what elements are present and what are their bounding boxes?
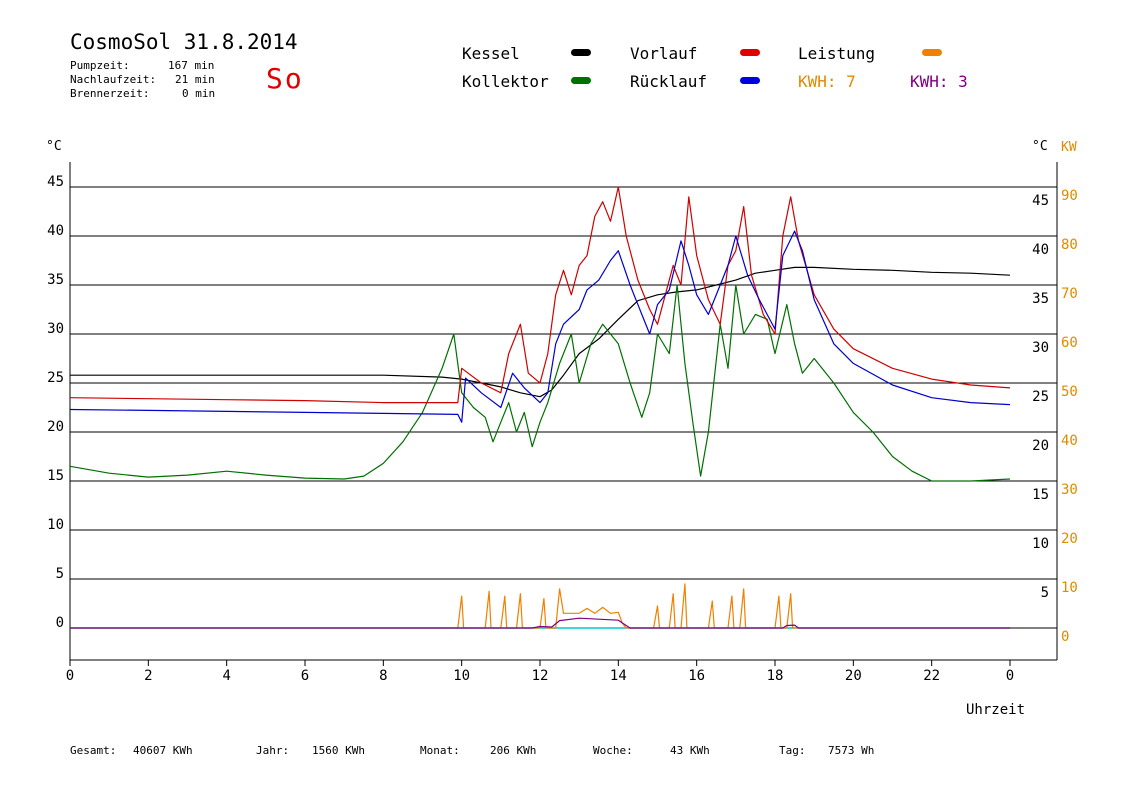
x-tick-label: 8	[379, 668, 387, 684]
legend-ruecklauf-swatch	[740, 77, 760, 84]
pumpzeit-value: 167 min	[168, 59, 215, 72]
y-tick-label-left: 5	[56, 566, 64, 582]
kw-tick-label: 10	[1061, 580, 1078, 596]
x-tick-label: 0	[66, 668, 74, 684]
y-tick-label-right: 35	[1032, 291, 1049, 307]
y-tick-label-left: 25	[47, 370, 64, 386]
legend-leistung-label: Leistung	[798, 44, 876, 63]
legend-vorlauf-label: Vorlauf	[630, 44, 698, 63]
legend-kollektor-label: Kollektor	[462, 72, 549, 91]
kw-tick-label: 90	[1061, 188, 1078, 204]
kw-tick-label: 50	[1061, 384, 1078, 400]
tick-labels: 0 2 4 6 8 10 12 14 16 18 20 22 005101520253035404551…	[47, 174, 1078, 684]
y-tick-label-right: 20	[1032, 438, 1049, 454]
y-tick-label-right: 5	[1041, 585, 1049, 601]
x-tick-label: 16	[688, 668, 705, 684]
footer-gesamt-value: 40607 KWh	[133, 744, 193, 757]
kw-tick-label: 0	[1061, 629, 1069, 645]
x-tick-label: 14	[610, 668, 627, 684]
kw-tick-label: 40	[1061, 433, 1078, 449]
y-tick-label-left: 40	[47, 223, 64, 239]
footer-tag-value: 7573 Wh	[828, 744, 875, 757]
y-tick-label-left: 10	[47, 517, 64, 533]
right-axis-unit: °C	[1032, 139, 1048, 154]
footer-jahr-value: 1560 KWh	[312, 744, 365, 757]
brennerzeit-value: 0 min	[182, 87, 216, 100]
x-tick-label: 2	[144, 668, 152, 684]
legend-kessel-swatch	[571, 49, 591, 56]
y-tick-label-left: 20	[47, 419, 64, 435]
kw-tick-label: 30	[1061, 482, 1078, 498]
kw-tick-label: 70	[1061, 286, 1078, 302]
legend-leistung-swatch	[922, 49, 942, 56]
grid-lines	[70, 186, 1057, 629]
x-axis-label: Uhrzeit	[966, 702, 1026, 718]
series-line-kollektor	[69, 284, 1011, 482]
y-tick-label-right: 10	[1032, 536, 1049, 552]
legend-kwh-orange: KWH: 7	[798, 72, 856, 91]
kw-tick-label: 60	[1061, 335, 1078, 351]
footer-jahr-label: Jahr:	[256, 744, 290, 757]
x-tick-label: 4	[222, 668, 230, 684]
footer-monat-label: Monat:	[420, 744, 460, 757]
series-line-kessel	[70, 266, 1011, 398]
legend-kollektor-swatch	[571, 77, 591, 84]
legend-vorlauf-swatch	[740, 49, 760, 56]
legend-kwh-purple: KWH: 3	[910, 72, 968, 91]
y-tick-label-left: 15	[47, 468, 64, 484]
y-tick-label-right: 25	[1032, 389, 1049, 405]
x-tick-label: 0	[1006, 668, 1014, 684]
kw-tick-label: 80	[1061, 237, 1078, 253]
pumpzeit-label: Pumpzeit:	[70, 59, 130, 72]
brennerzeit-label: Brennerzeit:	[70, 87, 150, 100]
kw-tick-label: 20	[1061, 531, 1078, 547]
chart-title: CosmoSol 31.8.2014	[70, 30, 298, 54]
legend-ruecklauf-label: Rücklauf	[630, 72, 708, 91]
x-tick-label: 6	[301, 668, 309, 684]
footer-woche-value: 43 KWh	[670, 744, 710, 757]
x-tick-label: 20	[845, 668, 862, 684]
weekday-label: So	[266, 62, 304, 95]
y-tick-label-right: 15	[1032, 487, 1049, 503]
series-lines	[69, 186, 1011, 629]
x-tick-label: 10	[453, 668, 470, 684]
footer-gesamt-label: Gesamt:	[70, 744, 117, 757]
nachlaufzeit-label: Nachlaufzeit:	[70, 73, 157, 86]
axes-lines	[69, 162, 1058, 666]
x-tick-label: 22	[923, 668, 940, 684]
series-line-r-cklauf	[69, 230, 1011, 423]
y-tick-label-left: 35	[47, 272, 64, 288]
kw-axis-unit: KW	[1061, 140, 1077, 155]
left-axis-unit: °C	[46, 139, 62, 154]
series-line-leistung	[70, 583, 1010, 629]
series-line-kwh-3	[70, 617, 1010, 629]
y-tick-label-right: 30	[1032, 340, 1049, 356]
y-tick-label-right: 45	[1032, 193, 1049, 209]
series-line-vorlauf	[69, 186, 1011, 404]
footer-tag-label: Tag:	[779, 744, 806, 757]
legend-kessel-label: Kessel	[462, 44, 520, 63]
x-tick-label: 18	[767, 668, 784, 684]
x-tick-label: 12	[532, 668, 549, 684]
y-tick-label-right: 40	[1032, 242, 1049, 258]
footer-woche-label: Woche:	[593, 744, 633, 757]
footer-monat-value: 206 KWh	[490, 744, 537, 757]
y-tick-label-left: 30	[47, 321, 64, 337]
y-tick-label-left: 0	[56, 615, 64, 631]
y-tick-label-left: 45	[47, 174, 64, 190]
nachlaufzeit-value: 21 min	[175, 73, 215, 86]
